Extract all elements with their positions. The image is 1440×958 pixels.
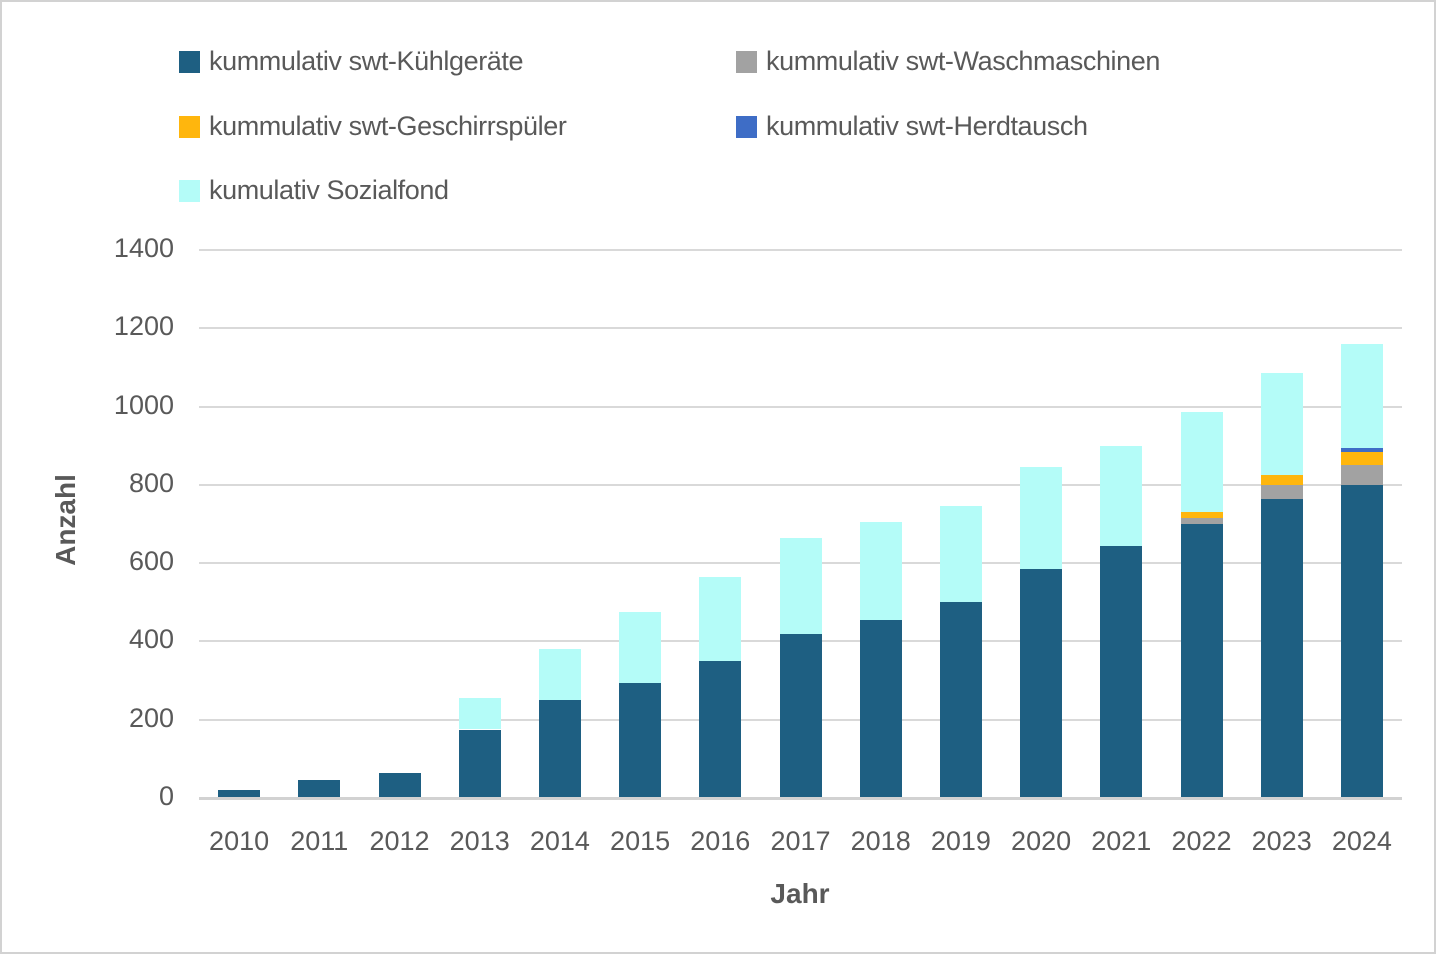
x-tick-label-2018: 2018 <box>850 826 911 856</box>
bar-2018-series-0 <box>859 619 902 798</box>
bar-2022-series-1 <box>1180 518 1223 524</box>
x-tick-label-2023: 2023 <box>1251 826 1312 856</box>
bar-2019-series-0 <box>939 602 982 798</box>
x-axis-title: Jahr <box>770 878 830 909</box>
bar-2012-series-0 <box>378 772 421 798</box>
y-tick-label-1400: 1400 <box>113 233 174 263</box>
x-tick-label-2024: 2024 <box>1331 826 1392 856</box>
x-tick-label-2010: 2010 <box>209 826 270 856</box>
legend-label: kummulativ swt-Waschmaschinen <box>766 46 1161 76</box>
bar-2024-series-1 <box>1340 465 1383 485</box>
gridline-1400 <box>199 249 1402 251</box>
legend-item-0: kummulativ swt-Kühlgeräte <box>179 46 524 77</box>
bar-2010-series-0 <box>218 790 261 798</box>
y-tick-label-1000: 1000 <box>113 389 174 420</box>
bar-2023-series-4 <box>1260 373 1303 476</box>
y-tick-label-400: 400 <box>128 624 174 655</box>
bar-2011-series-0 <box>298 780 341 798</box>
legend-marker-icon <box>736 50 757 73</box>
bar-2024-series-4 <box>1340 343 1383 448</box>
bar-2016-series-4 <box>699 576 742 661</box>
bar-2014-series-4 <box>538 649 581 701</box>
bar-2018-series-4 <box>859 522 902 620</box>
x-tick-label-2019: 2019 <box>930 826 991 856</box>
bar-2017-series-0 <box>779 633 822 798</box>
gridline-1000 <box>199 405 1402 408</box>
bar-2021-series-4 <box>1100 445 1143 546</box>
bar-2017-series-4 <box>779 537 822 634</box>
gridline-1200 <box>199 327 1402 330</box>
y-tick-label-200: 200 <box>128 702 174 733</box>
legend-item-1: kummulativ swt-Waschmaschinen <box>736 46 1160 77</box>
gridline-800 <box>199 483 1402 486</box>
bar-2023-series-0 <box>1260 498 1303 798</box>
legend-label: kummulativ swt-Herdtausch <box>766 111 1088 141</box>
bar-2014-series-0 <box>538 700 581 798</box>
bar-2016-series-0 <box>699 661 742 798</box>
x-tick-label-2013: 2013 <box>449 826 510 856</box>
bar-2015-series-0 <box>619 682 662 798</box>
legend-marker-icon <box>179 115 200 138</box>
legend-marker-icon <box>179 50 200 73</box>
bar-2021-series-0 <box>1100 545 1143 798</box>
y-tick-label-600: 600 <box>128 546 174 577</box>
x-tick-label-2012: 2012 <box>369 826 430 856</box>
bar-2013-series-0 <box>458 729 501 798</box>
legend-item-2: kummulativ swt-Geschirrspüler <box>179 111 567 142</box>
bar-2013-series-4 <box>458 698 501 730</box>
bar-2023-series-1 <box>1260 484 1303 499</box>
x-axis-line <box>199 797 1402 800</box>
bar-2024-series-0 <box>1340 484 1383 798</box>
bar-2020-series-0 <box>1020 569 1063 798</box>
legend-label: kumulativ Sozialfond <box>209 175 449 205</box>
bar-2020-series-4 <box>1020 467 1063 569</box>
legend-label: kummulativ swt-Geschirrspüler <box>209 111 567 141</box>
bar-2015-series-4 <box>619 612 662 683</box>
bar-2024-series-2 <box>1340 451 1383 466</box>
bar-2023-series-2 <box>1260 475 1303 485</box>
x-tick-label-2020: 2020 <box>1011 826 1072 856</box>
x-tick-label-2016: 2016 <box>690 826 751 856</box>
bar-2022-series-0 <box>1180 524 1223 798</box>
legend-label: kummulativ swt-Kühlgeräte <box>209 46 524 76</box>
bar-2022-series-2 <box>1180 512 1223 519</box>
bar-2022-series-4 <box>1180 412 1223 513</box>
y-tick-label-800: 800 <box>128 467 174 498</box>
bar-2019-series-4 <box>939 506 982 603</box>
x-tick-label-2021: 2021 <box>1091 826 1152 856</box>
y-tick-label-0: 0 <box>158 781 174 811</box>
y-tick-label-1200: 1200 <box>113 311 174 342</box>
legend-item-3: kummulativ swt-Herdtausch <box>736 111 1088 142</box>
x-tick-label-2017: 2017 <box>770 826 831 856</box>
legend-item-4: kumulativ Sozialfond <box>179 175 449 206</box>
bar-2024-series-3 <box>1340 447 1383 452</box>
legend-marker-icon <box>736 115 757 138</box>
legend-marker-icon <box>179 179 200 202</box>
x-tick-label-2014: 2014 <box>529 826 590 856</box>
x-tick-label-2011: 2011 <box>290 826 349 856</box>
x-tick-label-2015: 2015 <box>610 826 671 856</box>
x-tick-label-2022: 2022 <box>1171 826 1232 856</box>
